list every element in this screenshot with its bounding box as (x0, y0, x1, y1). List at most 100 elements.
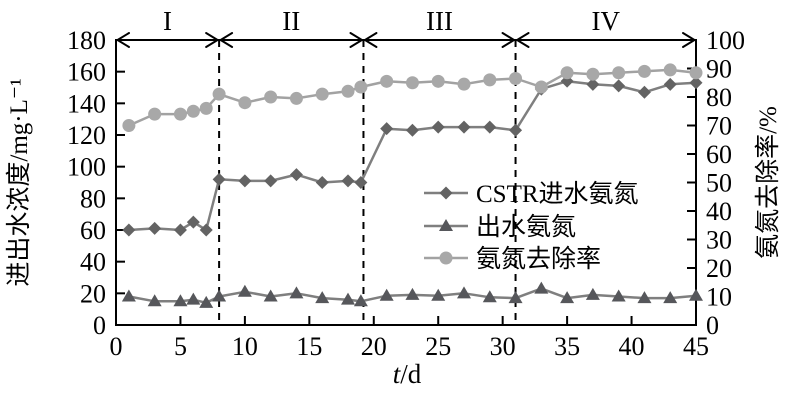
triangle-marker (121, 289, 136, 302)
triangle-marker (315, 291, 330, 304)
circle-marker (380, 74, 394, 88)
legend-item: CSTR进水氨氮 (424, 180, 639, 208)
triangle-marker (405, 287, 420, 300)
left-axis-tick-label: 60 (80, 216, 106, 245)
circle-marker (405, 76, 419, 90)
triangle-marker (212, 289, 227, 302)
diamond-marker (439, 186, 453, 200)
triangle-marker (585, 287, 600, 300)
diamond-marker (354, 176, 368, 189)
phase-label: III (426, 6, 453, 36)
circle-marker (560, 66, 574, 80)
left-axis-tick-label: 160 (67, 58, 106, 87)
diamond-marker (509, 123, 523, 137)
right-axis-tick-label: 0 (706, 311, 719, 340)
circle-marker (148, 107, 162, 121)
diamond-marker (586, 77, 600, 91)
circle-marker (534, 80, 548, 94)
x-axis-tick-label: 0 (110, 332, 123, 361)
x-axis-tick-label: 20 (361, 332, 387, 361)
diamond-marker (612, 79, 626, 93)
legend-item: 出水氨氮 (424, 213, 576, 241)
right-axis-title: 氨氮去除率/% (754, 106, 782, 259)
diamond-marker (380, 122, 394, 136)
right-axis-tick-label: 70 (706, 112, 732, 141)
diamond-marker (689, 76, 703, 90)
diamond-marker (637, 85, 651, 99)
legend-label: CSTR进水氨氮 (476, 180, 639, 208)
triangle-marker (199, 295, 214, 308)
circle-marker (315, 87, 329, 101)
x-axis-tick-label: 25 (425, 332, 451, 361)
left-axis-tick-label: 0 (93, 311, 106, 340)
left-axis-title: 进出水浓度/mg·L⁻¹ (5, 78, 33, 286)
diamond-marker (431, 120, 445, 134)
circle-marker (689, 66, 703, 80)
legend-item: 氨氮去除率 (424, 245, 601, 273)
right-axis-tick-label: 90 (706, 55, 732, 84)
phase-label: II (282, 6, 300, 36)
triangle-marker (689, 288, 703, 301)
right-axis-tick-label: 20 (706, 254, 732, 283)
triangle-marker (173, 294, 188, 307)
legend-label: 出水氨氮 (476, 213, 576, 241)
diamond-marker (663, 77, 677, 91)
circle-marker (586, 67, 600, 81)
phase-arrowhead-right (349, 32, 364, 48)
phase-arrowhead-right (682, 32, 697, 48)
x-axis-tick-label: 10 (232, 332, 258, 361)
circle-marker (439, 251, 453, 265)
right-axis-tick-label: 60 (706, 140, 732, 169)
x-axis-tick-label: 45 (683, 332, 709, 361)
diamond-marker (289, 168, 303, 182)
phase-arrowhead-left (115, 32, 130, 48)
diamond-marker (405, 123, 419, 137)
diamond-marker (315, 176, 329, 189)
diamond-marker (186, 215, 200, 229)
triangle-marker (611, 289, 626, 302)
diamond-marker (122, 223, 136, 237)
circle-marker (212, 87, 226, 101)
triangle-marker (379, 288, 394, 301)
right-axis-tick-label: 100 (706, 26, 745, 55)
circle-marker (612, 66, 626, 80)
triangle-marker (637, 291, 652, 304)
triangle-marker (353, 294, 368, 307)
right-axis-tick-label: 50 (706, 169, 732, 198)
circle-marker (341, 84, 355, 98)
diamond-marker (212, 172, 226, 186)
diamond-marker (264, 174, 278, 188)
triangle-marker (431, 288, 446, 301)
right-axis-tick-label: 80 (706, 83, 732, 112)
circle-marker (431, 74, 445, 88)
diamond-marker (483, 120, 497, 134)
circle-marker (186, 104, 200, 118)
triangle-marker (147, 294, 162, 307)
triangle-marker (237, 284, 252, 297)
diamond-marker (457, 120, 471, 134)
triangle-marker (508, 291, 523, 304)
x-axis-title: t/d (393, 359, 422, 389)
circle-marker (509, 71, 523, 85)
left-axis-tick-label: 40 (80, 248, 106, 277)
triangle-marker (482, 290, 497, 303)
left-axis-tick-label: 140 (67, 89, 106, 118)
left-axis-tick-label: 120 (67, 121, 106, 150)
diamond-marker (199, 223, 213, 237)
triangle-marker (263, 289, 278, 302)
phase-label: I (163, 6, 172, 36)
circle-marker (483, 73, 497, 87)
circle-marker (238, 96, 252, 110)
circle-marker (122, 119, 136, 132)
diamond-marker (238, 174, 252, 188)
left-axis-tick-label: 180 (67, 26, 106, 55)
phase-arrowhead-left (515, 32, 530, 48)
legend-label: 氨氮去除率 (476, 245, 601, 273)
right-axis-tick-label: 30 (706, 226, 732, 255)
triangle-marker (457, 286, 471, 299)
triangle-marker (341, 292, 355, 305)
circle-marker (457, 77, 471, 91)
phase-arrowhead-right (501, 32, 516, 48)
circle-marker (637, 64, 651, 78)
